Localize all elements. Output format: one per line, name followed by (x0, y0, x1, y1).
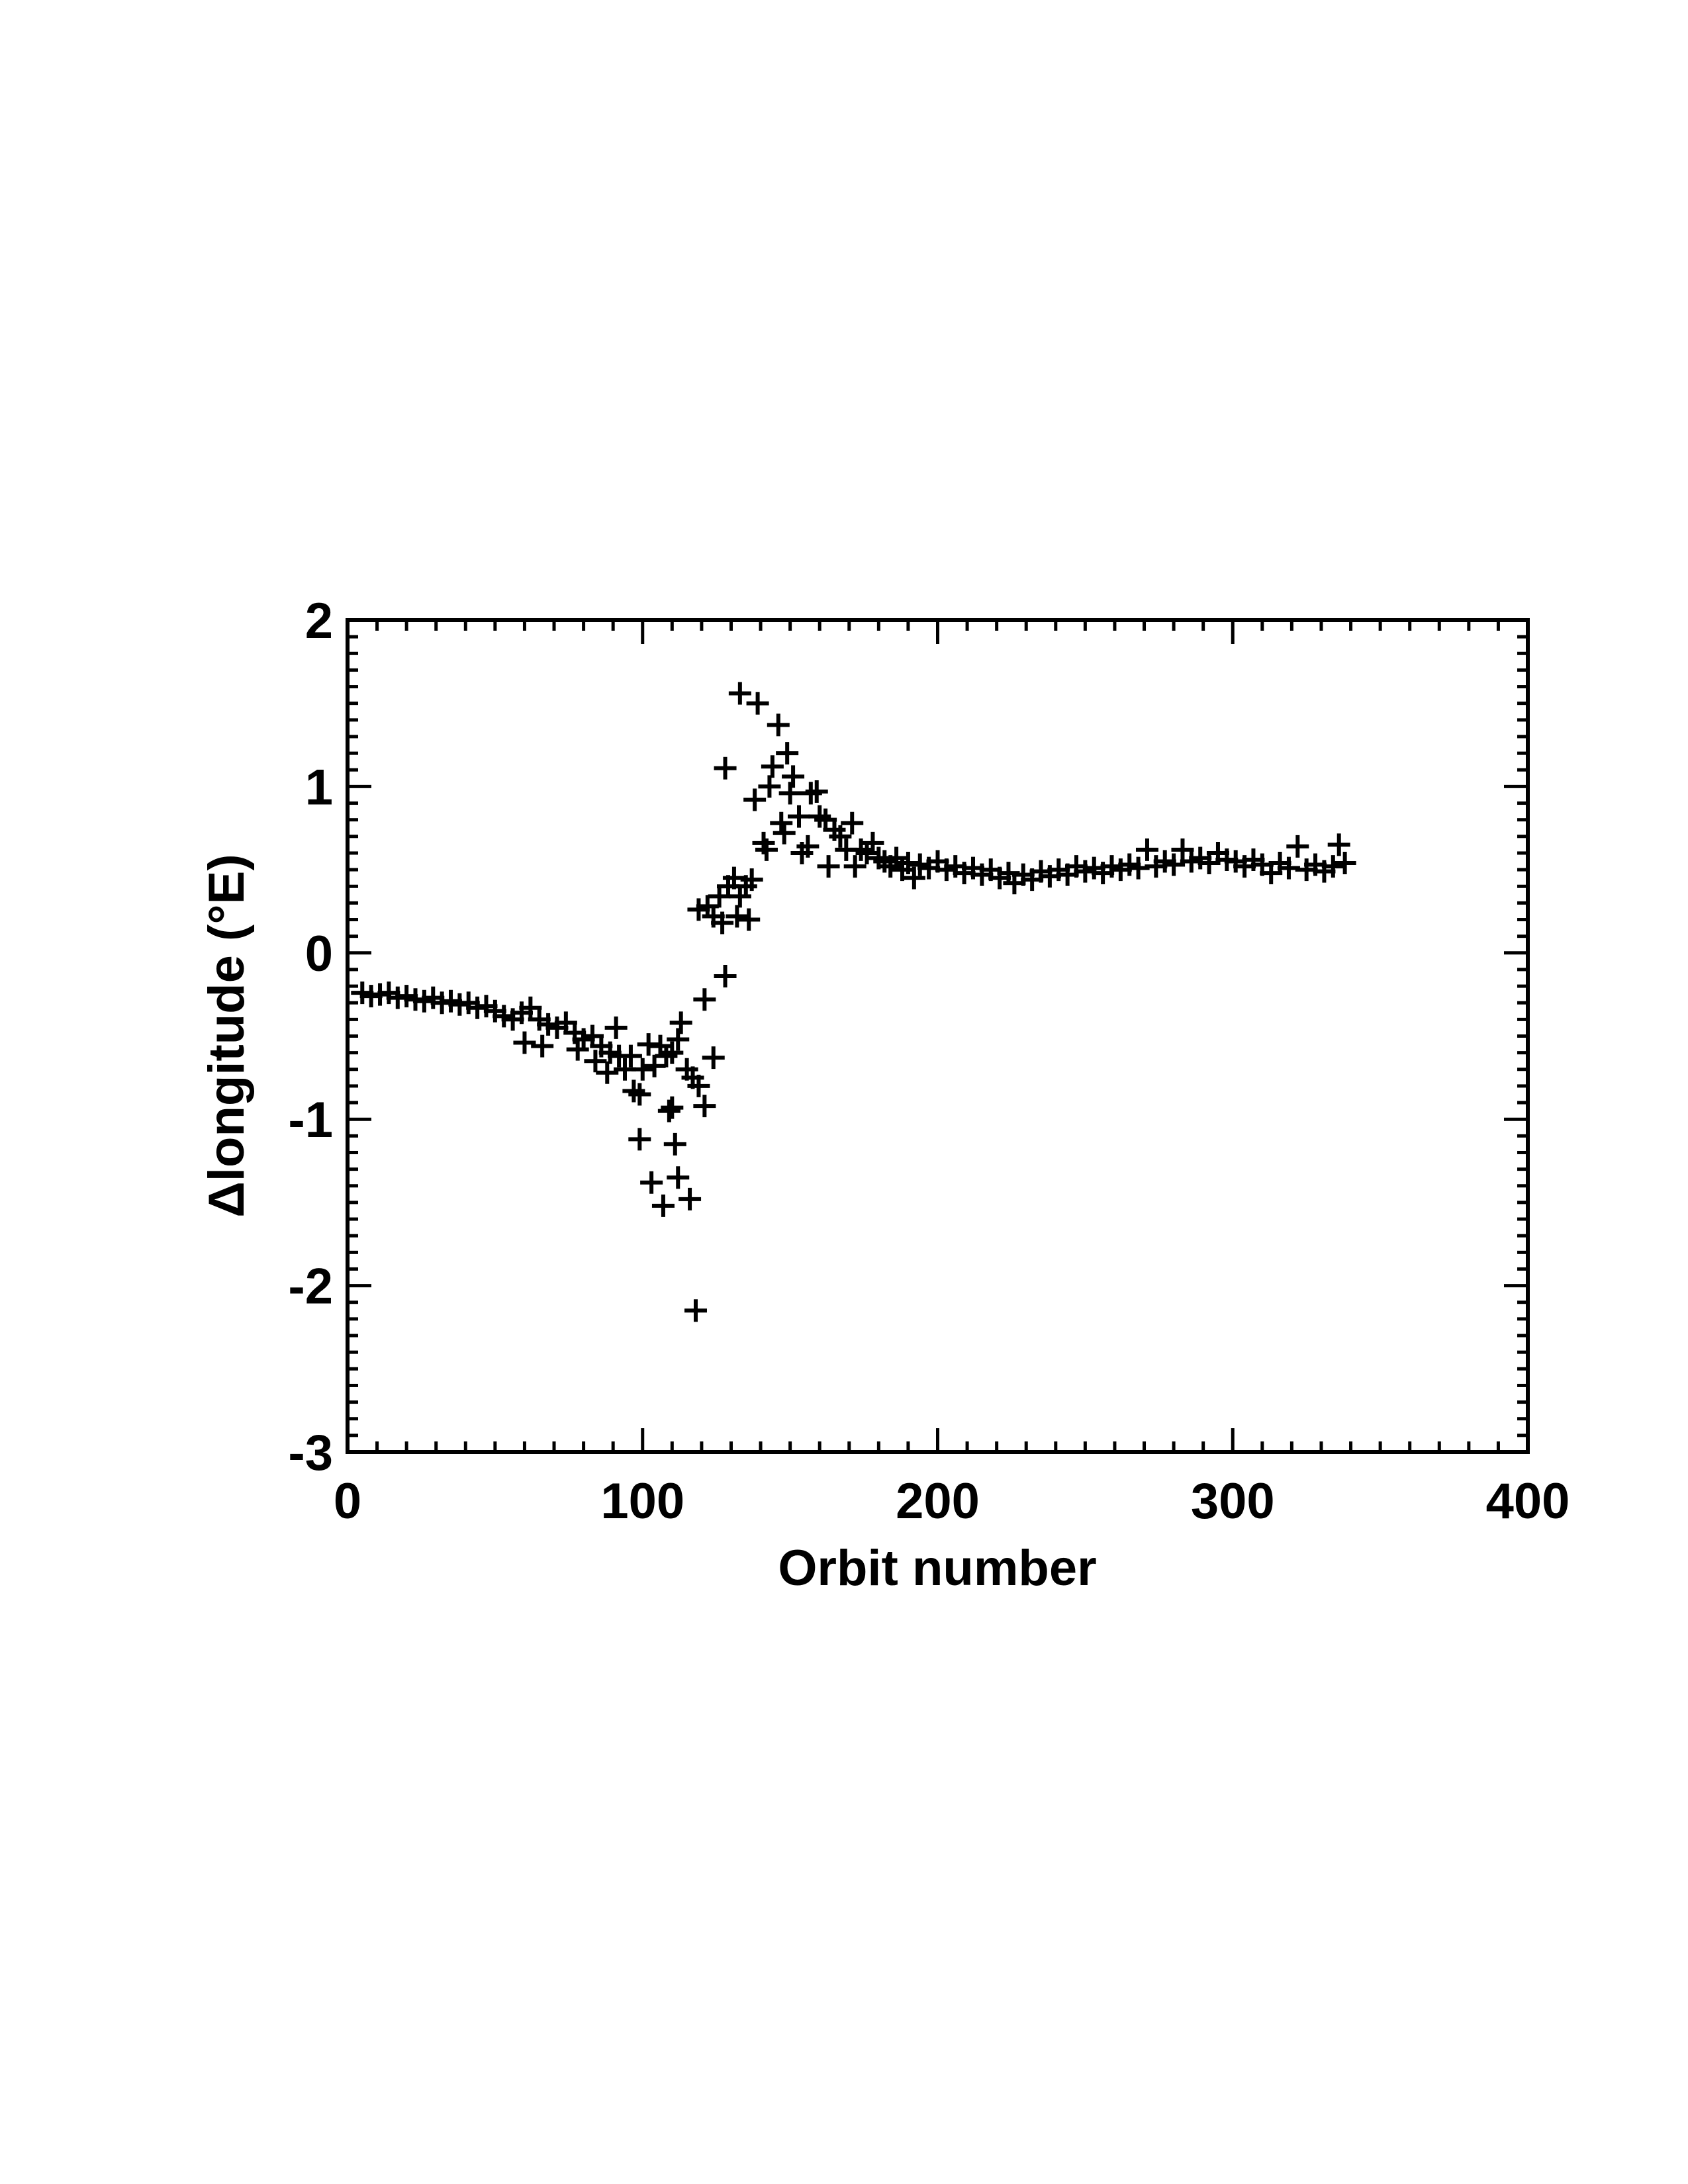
data-point (566, 1038, 589, 1061)
data-point (661, 1041, 684, 1064)
data-point (861, 831, 884, 854)
data-point (669, 1011, 692, 1034)
data-point (782, 765, 805, 788)
y-tick-label: 0 (305, 926, 333, 982)
x-tick-label: 300 (1191, 1473, 1275, 1529)
data-point (773, 821, 796, 844)
data-point (743, 788, 767, 811)
data-point (628, 1083, 651, 1106)
data-point (657, 1099, 680, 1122)
x-axis-title: Orbit number (778, 1540, 1096, 1596)
data-point (711, 911, 734, 934)
y-tick-labels: -3 -2 -1 0 1 2 (288, 593, 333, 1481)
data-point (702, 1046, 725, 1069)
data-point (619, 1044, 642, 1068)
data-point (885, 846, 908, 870)
data-point (1327, 833, 1350, 856)
data-point (643, 1054, 666, 1077)
data-point (805, 780, 828, 803)
data-point (519, 996, 542, 1019)
data-point (728, 682, 751, 705)
data-point (770, 811, 793, 835)
data-point (693, 1095, 716, 1118)
data-point (817, 855, 840, 878)
data-point (663, 1132, 686, 1156)
y-tick-label: -2 (288, 1259, 333, 1315)
data-point (651, 1194, 675, 1217)
data-points (351, 682, 1356, 1322)
x-tick-label: 200 (896, 1473, 980, 1529)
y-tick-label: 1 (305, 759, 333, 815)
x-tick-label: 400 (1486, 1473, 1570, 1529)
data-point (661, 1096, 684, 1119)
data-point (1286, 835, 1309, 858)
data-point (667, 1166, 690, 1189)
data-point (796, 835, 820, 858)
data-point (628, 1128, 651, 1151)
data-point (584, 1050, 607, 1073)
data-point (767, 713, 790, 737)
data-point (604, 1016, 628, 1039)
x-tick-labels: 0 100 200 300 400 (334, 1473, 1570, 1529)
data-point (841, 811, 864, 835)
data-point (788, 805, 810, 828)
data-point (679, 1187, 702, 1210)
data-point (1171, 838, 1194, 861)
data-point (829, 825, 852, 848)
data-point (631, 1058, 654, 1081)
y-axis-title: Δlongitude (°E) (199, 854, 255, 1217)
data-point (755, 838, 778, 861)
y-tick-label: -3 (288, 1425, 333, 1481)
data-point (714, 756, 737, 780)
data-point (596, 1061, 619, 1084)
data-point (687, 1074, 710, 1097)
data-point (684, 1299, 707, 1322)
data-point (667, 1028, 690, 1051)
data-point (843, 855, 867, 878)
data-point (1135, 838, 1158, 861)
data-point (758, 775, 781, 798)
x-tick-label: 0 (334, 1473, 361, 1529)
data-point (740, 868, 763, 891)
data-point (776, 742, 799, 765)
data-point (737, 908, 761, 931)
y-tick-label: 2 (305, 593, 333, 649)
data-point (640, 1171, 663, 1194)
y-tick-label: -1 (288, 1092, 333, 1148)
data-point (513, 1031, 536, 1054)
x-tick-label: 100 (600, 1473, 684, 1529)
data-point (693, 988, 716, 1011)
data-point (726, 905, 749, 928)
data-point (902, 866, 925, 889)
data-point (531, 1034, 554, 1058)
data-point (778, 782, 802, 805)
data-point (1333, 852, 1356, 875)
data-point (761, 755, 784, 778)
data-point (1162, 853, 1186, 876)
data-point (714, 965, 737, 987)
data-point (746, 692, 769, 715)
plot-frame (346, 618, 1530, 1454)
data-point (1321, 855, 1344, 878)
